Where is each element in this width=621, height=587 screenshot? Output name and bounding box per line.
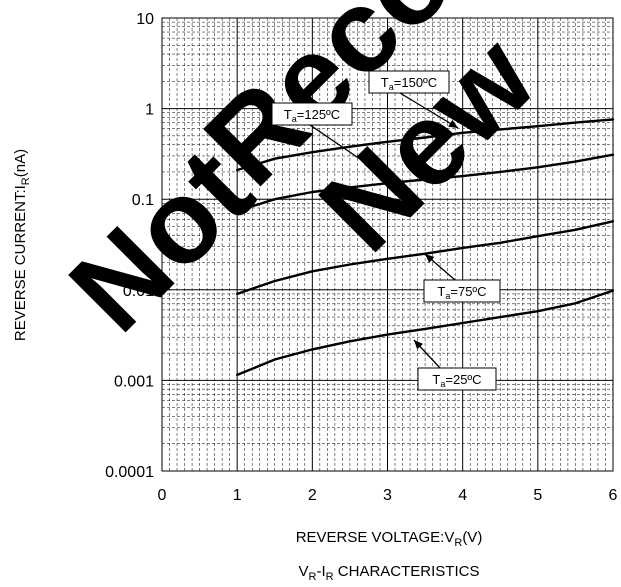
x-axis-label: REVERSE VOLTAGE:VR(V) xyxy=(296,529,483,549)
series-line-1 xyxy=(235,153,615,213)
watermark: Not Reco New xyxy=(45,0,561,356)
curves xyxy=(235,118,615,377)
y-tick-label: 1 xyxy=(145,102,154,119)
series-label-2: Ta=75ºC xyxy=(437,284,486,301)
series-label-box-1 xyxy=(271,102,353,126)
plot-grid xyxy=(161,18,614,472)
series-label-box-0 xyxy=(368,70,450,94)
x-tick-label: 2 xyxy=(308,487,317,504)
series-label-box-2 xyxy=(423,279,501,303)
series-line-3 xyxy=(235,289,615,377)
x-tick-label: 1 xyxy=(233,487,242,504)
curve-annotations: Ta=150ºC Ta=125ºC Ta=75ºC Ta=25ºC xyxy=(271,70,501,391)
series-label-3: Ta=25ºC xyxy=(432,372,481,389)
x-tick-label: 0 xyxy=(158,487,167,504)
series-pointer-0 xyxy=(399,92,459,129)
x-tick-label: 5 xyxy=(533,487,542,504)
x-tick-label: 4 xyxy=(458,487,467,504)
x-tick-label: 6 xyxy=(609,487,618,504)
y-tick-label: 0.1 xyxy=(132,192,154,209)
series-label-0: Ta=150ºC xyxy=(381,75,437,92)
series-line-2 xyxy=(235,220,615,296)
series-pointer-head-3 xyxy=(414,340,424,350)
y-tick-label: 0.0001 xyxy=(105,464,154,481)
chart-title: VR-IR CHARACTERISTICS xyxy=(299,563,480,583)
y-axis-label: REVERSE CURRENT:IR(nA) xyxy=(12,149,32,341)
series-pointer-1 xyxy=(309,124,383,175)
series-line-0 xyxy=(235,118,615,172)
y-tick-label: 10 xyxy=(136,11,154,28)
series-pointer-head-2 xyxy=(425,254,435,263)
series-label-box-3 xyxy=(417,367,497,391)
x-tick-label: 3 xyxy=(383,487,392,504)
plot-frame xyxy=(161,17,614,472)
series-pointer-head-0 xyxy=(448,119,458,128)
series-pointer-head-1 xyxy=(372,165,382,174)
y-tick-label: 0.001 xyxy=(114,373,154,390)
y-tick-label: 0.01 xyxy=(123,283,154,300)
tick-labels: 0 1 2 3 4 5 6 0.0001 0.001 0.01 0.1 1 10 xyxy=(105,11,617,504)
series-label-1: Ta=125ºC xyxy=(284,107,340,124)
